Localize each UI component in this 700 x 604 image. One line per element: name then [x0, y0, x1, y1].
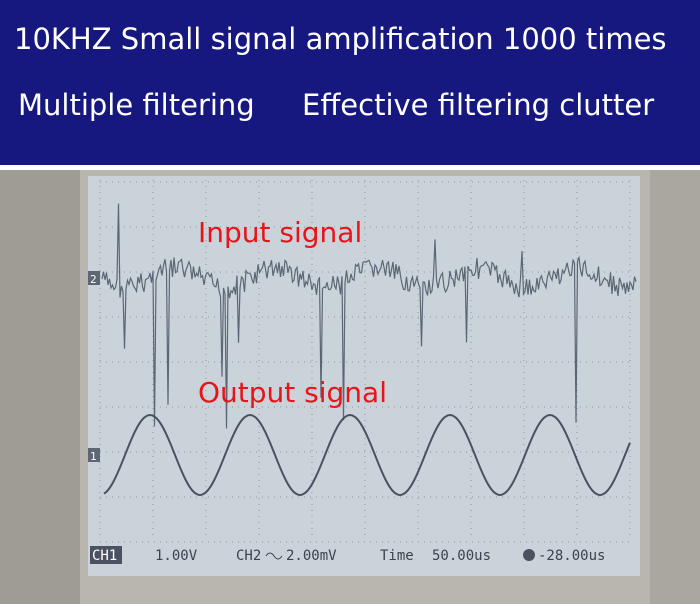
trigger-offset: -28.00us: [538, 548, 605, 564]
ch1-scale: 1.00V: [155, 548, 198, 564]
feature: Effective filtering clutter: [302, 88, 655, 122]
feature: Multiple filtering: [18, 88, 255, 122]
channel-marker: 2: [90, 273, 97, 286]
bezel-side: [650, 170, 700, 604]
grid: [99, 180, 632, 543]
headline: 10KHZ Small signal amplification 1000 ti…: [14, 22, 667, 56]
bezel-side: [0, 170, 80, 604]
ch1: CH1: [92, 548, 117, 564]
input-waveform: [101, 203, 637, 429]
ac-symbol: [265, 552, 283, 560]
trigger-icon: [523, 549, 535, 561]
ch1-box: [90, 546, 122, 564]
ch2: CH2: [236, 548, 261, 564]
input-label: Input signal: [198, 216, 362, 249]
time-scale: 50.00us: [432, 548, 491, 564]
output-label: Output signal: [198, 376, 387, 409]
oscilloscope-photo: Input signal Output signal 2 1 CH1 1.00V…: [0, 170, 700, 604]
screen: [88, 176, 640, 576]
ch2-scale: 2.00mV: [286, 548, 337, 564]
banner: 10KHZ Small signal amplification 1000 ti…: [0, 0, 700, 165]
output-waveform: [103, 413, 631, 497]
channel-marker: 1: [90, 450, 97, 463]
marker-box: [88, 271, 100, 285]
time-label: Time: [380, 548, 414, 564]
marker-box: [88, 448, 100, 462]
